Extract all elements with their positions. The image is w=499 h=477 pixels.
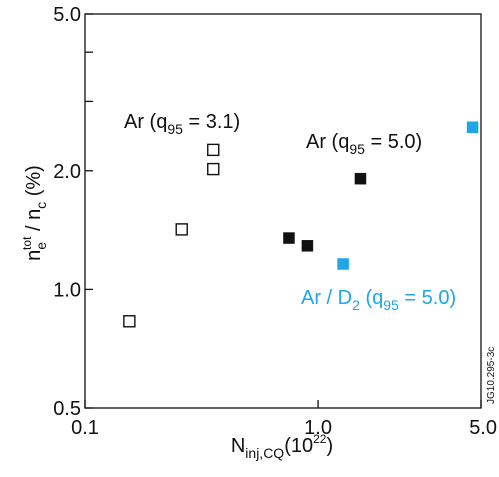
y-tick-label: 2.0: [53, 161, 81, 183]
y-tick-label: 0.5: [53, 398, 81, 420]
x-tick-label: 0.1: [71, 417, 99, 439]
x-tick-label: 5.0: [469, 417, 497, 439]
y-tick-label: 5.0: [53, 4, 81, 26]
y-axis-title: netot / nc (%): [20, 165, 49, 261]
data-point-series-1-0: [283, 232, 295, 244]
data-points: [123, 121, 479, 328]
series-label-ar-q31: Ar (q95 = 3.1): [124, 111, 240, 137]
data-point-series-0-2: [207, 162, 220, 176]
axis-ticks: [84, 13, 482, 409]
data-point-series-0-3: [207, 143, 220, 157]
data-point-series-2-1: [466, 121, 479, 133]
x-axis-title: Ninj,CQ(1022): [231, 432, 333, 461]
series-label-ar-d2: Ar / D2 (q95 = 5.0): [301, 287, 456, 313]
axis-tick-labels: 0.5 1.0 2.0 5.0 0.1 1.0 5.0: [53, 4, 497, 439]
data-point-series-1-1: [301, 240, 314, 252]
data-point-series-0-1: [175, 223, 188, 236]
plot-frame: [84, 13, 482, 409]
y-tick-label: 1.0: [53, 279, 81, 301]
data-point-series-1-2: [354, 172, 367, 185]
x-tick-label: 1.0: [304, 417, 332, 439]
data-point-series-0-0: [123, 315, 136, 328]
figure-id-watermark: JG10.295-3c: [486, 347, 497, 404]
series-label-ar-q50: Ar (q95 = 5.0): [306, 131, 422, 157]
data-point-series-2-0: [337, 258, 349, 270]
